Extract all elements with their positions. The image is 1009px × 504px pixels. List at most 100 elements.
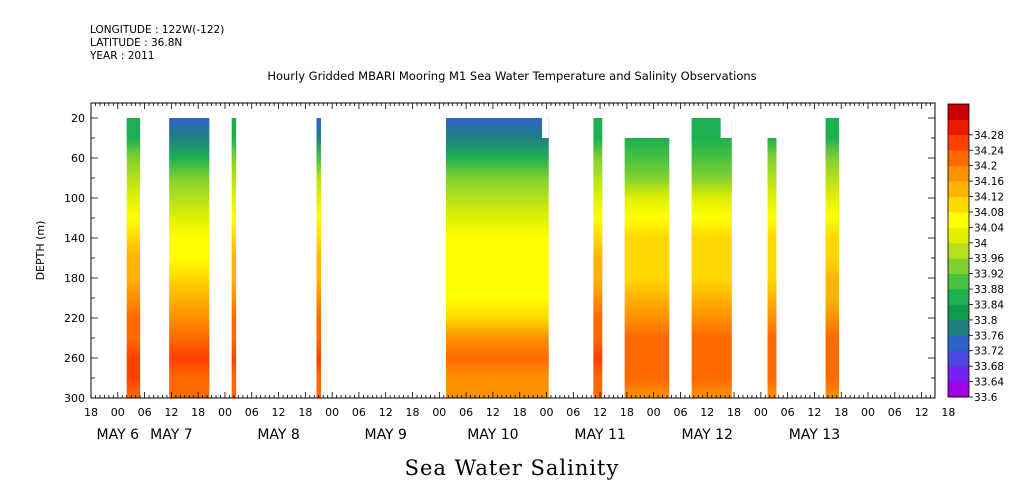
x-tick-label: 12 bbox=[486, 406, 500, 419]
plot-frame bbox=[90, 102, 936, 399]
colorbar-swatch bbox=[948, 165, 969, 182]
y-tick-label: 220 bbox=[64, 312, 85, 325]
colorbar-label: 34.28 bbox=[974, 130, 1004, 142]
colorbar-swatch bbox=[948, 150, 969, 167]
colorbar-swatch bbox=[948, 273, 969, 290]
data-segment bbox=[691, 118, 732, 398]
missing-data-gap bbox=[720, 117, 732, 138]
chart-title: Hourly Gridded MBARI Mooring M1 Sea Wate… bbox=[267, 69, 756, 83]
x-tick-label: 00 bbox=[432, 406, 446, 419]
x-tick-label: 12 bbox=[915, 406, 929, 419]
colorbar-swatch bbox=[948, 134, 969, 151]
latitude-label: LATITUDE : 36.8N bbox=[90, 37, 183, 49]
data-segment bbox=[316, 118, 321, 398]
x-tick-label: 06 bbox=[566, 406, 580, 419]
colorbar-label: 33.68 bbox=[974, 361, 1004, 373]
colorbar-swatch bbox=[948, 211, 969, 228]
x-tick-label: 00 bbox=[861, 406, 875, 419]
day-label: MAY 10 bbox=[467, 427, 518, 443]
axes: 18 00 06 12 18 00 06 12 18 00 06 12 18 00 06 12 18 00 06 12… bbox=[64, 103, 955, 443]
colorbar-swatch bbox=[948, 289, 969, 305]
x-tick-label: 06 bbox=[352, 406, 366, 419]
x-tick-label: 00 bbox=[325, 406, 339, 419]
data-segment bbox=[126, 118, 141, 398]
data-segment bbox=[169, 118, 210, 398]
year-label: YEAR : 2011 bbox=[90, 50, 155, 62]
x-tick-label: 18 bbox=[84, 406, 98, 419]
missing-data-gap bbox=[542, 117, 549, 138]
colorbar-swatch bbox=[948, 227, 969, 244]
y-tick-label: 60 bbox=[71, 152, 85, 165]
data-segment bbox=[446, 118, 549, 398]
day-label: MAY 9 bbox=[364, 427, 406, 443]
day-label: MAY 13 bbox=[789, 427, 840, 443]
x-tick-label: 12 bbox=[379, 406, 393, 419]
y-tick-label: 180 bbox=[64, 272, 85, 285]
colorbar-frame bbox=[947, 103, 970, 398]
colorbar-label: 33.92 bbox=[974, 269, 1004, 281]
x-tick-label: 18 bbox=[727, 406, 741, 419]
x-tick-label: 00 bbox=[218, 406, 232, 419]
colorbar-label: 33.76 bbox=[974, 330, 1004, 342]
colorbar-label: 33.88 bbox=[974, 284, 1004, 296]
colorbar-label: 34.12 bbox=[974, 192, 1004, 204]
x-tick-label: 06 bbox=[138, 406, 152, 419]
day-label: MAY 6 bbox=[97, 427, 140, 443]
day-label: MAY 12 bbox=[682, 427, 733, 443]
missing-data-gap bbox=[633, 117, 645, 138]
y-tick-label: 300 bbox=[64, 392, 85, 405]
colorbar-label: 33.96 bbox=[974, 253, 1004, 265]
x-tick-label: 12 bbox=[807, 406, 821, 419]
colorbar-swatch bbox=[948, 119, 969, 136]
colorbar-label: 33.84 bbox=[974, 299, 1004, 311]
colorbar-label: 34.04 bbox=[974, 222, 1004, 234]
x-tick-label: 06 bbox=[459, 406, 473, 419]
data-segment bbox=[231, 118, 237, 398]
colorbar-label: 33.64 bbox=[974, 377, 1004, 389]
x-tick-label: 00 bbox=[754, 406, 768, 419]
day-label: MAY 7 bbox=[150, 427, 192, 443]
colorbar-label: 33.8 bbox=[974, 315, 997, 327]
data-segment bbox=[767, 138, 777, 398]
colorbar-label: 33.6 bbox=[974, 392, 998, 404]
x-tick-label: 00 bbox=[111, 406, 125, 419]
colorbar-label: 34.16 bbox=[974, 176, 1004, 188]
data-segment bbox=[624, 138, 670, 398]
colorbar-swatch bbox=[948, 366, 969, 382]
colorbar-swatch bbox=[948, 350, 969, 367]
colorbar-swatch bbox=[948, 181, 969, 197]
colorbar-label: 34.24 bbox=[974, 145, 1004, 157]
x-tick-label: 12 bbox=[593, 406, 607, 419]
x-tick-label: 18 bbox=[513, 406, 527, 419]
x-tick-label: 06 bbox=[781, 406, 795, 419]
y-axis-label: DEPTH (m) bbox=[34, 221, 47, 281]
x-tick-label: 18 bbox=[620, 406, 634, 419]
data-segment bbox=[593, 118, 603, 398]
colorbar-label: 34.08 bbox=[974, 207, 1004, 219]
longitude-label: LONGITUDE : 122W(-122) bbox=[90, 24, 225, 36]
x-tick-label: 18 bbox=[941, 406, 955, 419]
colorbar-label: 34.2 bbox=[974, 161, 997, 173]
colorbar: 34.28 34.24 34.2 34.16 34.12 34.08 34.04 34 33.9… bbox=[947, 103, 1004, 404]
colorbar-label: 33.72 bbox=[974, 346, 1004, 358]
y-tick-label: 20 bbox=[71, 112, 85, 125]
colorbar-swatch bbox=[948, 381, 969, 398]
y-tick-label: 140 bbox=[64, 232, 85, 245]
colorbar-swatch bbox=[948, 319, 969, 336]
x-tick-label: 00 bbox=[647, 406, 661, 419]
colorbar-swatch bbox=[948, 104, 969, 120]
x-tick-label: 18 bbox=[191, 406, 205, 419]
colorbar-swatch bbox=[948, 242, 969, 259]
colorbar-swatch bbox=[948, 196, 969, 213]
data-segment bbox=[825, 118, 839, 398]
variable-title: Sea Water Salinity bbox=[405, 456, 620, 480]
colorbar-swatch bbox=[948, 335, 969, 352]
plot-area bbox=[91, 103, 935, 398]
x-tick-label: 12 bbox=[700, 406, 714, 419]
x-tick-label: 12 bbox=[272, 406, 286, 419]
day-label: MAY 11 bbox=[574, 427, 625, 443]
missing-data-gap bbox=[649, 117, 654, 138]
x-tick-label: 18 bbox=[298, 406, 312, 419]
y-tick-label: 100 bbox=[64, 192, 85, 205]
